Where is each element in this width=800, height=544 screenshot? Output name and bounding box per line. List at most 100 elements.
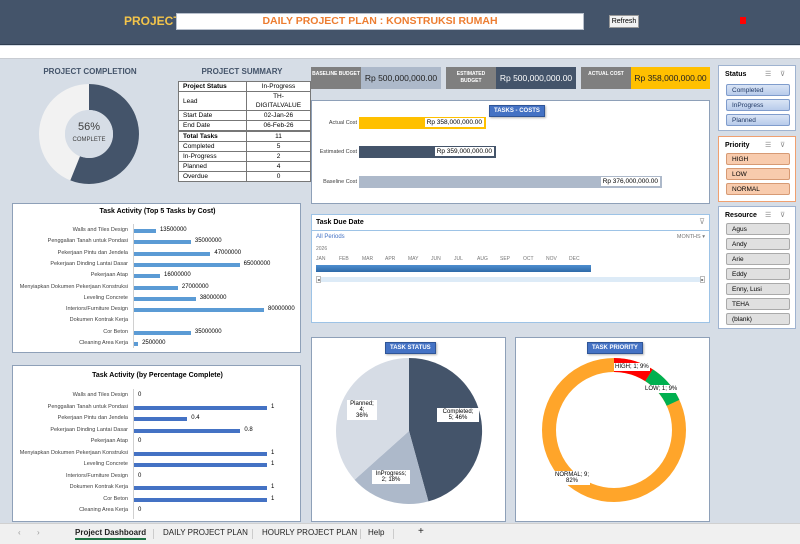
bar-value: 1 [271, 403, 275, 410]
tab-project-dashboard[interactable]: Project Dashboard [75, 528, 147, 540]
clear-filter-icon[interactable]: ⊽ [780, 71, 786, 78]
slicer-item-teha[interactable]: TEHA [726, 298, 790, 310]
tasks-costs-chart: TASKS - COSTS Actual Cost Rp 358,000,000… [311, 100, 710, 204]
scroll-right-button[interactable]: ▸ [700, 276, 705, 283]
slicer-item-arie[interactable]: Arie [726, 253, 790, 265]
slicer-item-andy[interactable]: Andy [726, 238, 790, 250]
month-label[interactable]: DEC [569, 256, 580, 262]
slicer-item-normal[interactable]: NORMAL [726, 183, 790, 195]
category-label: Pekerjaan Pintu dan Jendela [57, 249, 128, 256]
bar [134, 486, 267, 490]
category-label: Cleaning Area Kerja [79, 340, 128, 346]
category-label: Dokumen Kontrak Kerja [69, 317, 128, 324]
bar [134, 229, 156, 233]
completed-label: Completed; 5; 46% [437, 408, 479, 422]
month-label[interactable]: JUL [454, 256, 463, 262]
multi-select-icon[interactable]: ☰ [765, 212, 772, 219]
table-row: Start Date 02-Jan-26 [178, 110, 311, 121]
high-label: HIGH; 1; 9% [614, 363, 650, 371]
resource-slicer-title: Resource [725, 212, 757, 219]
month-label[interactable]: MAR [362, 256, 374, 262]
table-row: Planned 4 [178, 161, 311, 172]
task-count-table: Total Tasks 11 Completed 5 In-Progress 2 Pl… [178, 131, 311, 182]
month-label[interactable]: JUN [431, 256, 441, 262]
timeline-scrollbar[interactable]: ◂ ▸ [316, 276, 705, 283]
month-label[interactable]: NOV [546, 256, 557, 262]
completion-caption: COMPLETE [72, 137, 106, 143]
category-label: Interiors/Furniture Design [65, 306, 128, 313]
low-label: LOW; 1; 9% [644, 385, 679, 393]
table-row: End Date 06-Feb-26 [178, 120, 311, 131]
project-info-table: Project Status In-Progress Lead TH-DIGITAL… [178, 81, 311, 131]
axis-line [133, 389, 134, 519]
category-label: Penggalian Tanah untuk Pondasi [47, 403, 128, 410]
slicer-item-inprogress[interactable]: InProgress [726, 99, 790, 111]
baseline-cost-bar: Rp 376,000,000.00 [359, 176, 662, 188]
task-due-date-timeline: Task Due Date ⊽ All Periods MONTHS ▾ 202… [311, 214, 710, 323]
prev-sheet-button[interactable]: ‹ [18, 528, 21, 537]
month-label[interactable]: SEP [500, 256, 511, 262]
task-percent-chart: Task Activity (by Percentage Complete) W… [12, 365, 301, 522]
timeline-bar[interactable] [316, 265, 591, 272]
slicer-item-high[interactable]: HIGH [726, 153, 790, 165]
task-cost-chart: Task Activity (Top 5 Tasks by Cost) Wall… [12, 203, 301, 353]
task-priority-title: TASK PRIORITY [587, 342, 643, 354]
tab-hourly-project-plan[interactable]: HOURLY PROJECT PLAN [262, 528, 358, 537]
bar [134, 251, 211, 256]
clear-filter-icon[interactable]: ⊽ [780, 142, 786, 149]
completion-donut: 56% COMPLETE [38, 83, 140, 185]
bar-value: 65000000 [243, 260, 271, 267]
estimated-cost-bar: Rp 359,000,000.00 [359, 146, 496, 158]
bar [134, 428, 241, 433]
refresh-button[interactable]: Refresh [609, 15, 639, 28]
tab-daily-project-plan[interactable]: DAILY PROJECT PLAN [163, 528, 248, 537]
table-row: Lead TH-DIGITALVALUE [178, 91, 311, 111]
bar-value: 27000000 [181, 283, 209, 290]
month-label[interactable]: FEB [339, 256, 349, 262]
month-label[interactable]: MAY [408, 256, 419, 262]
estimated-budget-value: Rp 500,000,000.00 [496, 67, 576, 89]
add-sheet-button[interactable]: + [418, 526, 424, 537]
month-label[interactable]: JAN [316, 256, 326, 262]
slicer-item-planned[interactable]: Planned [726, 114, 790, 126]
divider [312, 230, 709, 231]
clear-filter-icon[interactable]: ⊽ [780, 212, 786, 219]
clear-filter-icon[interactable]: ⊽ [699, 217, 705, 226]
slicer-item-low[interactable]: LOW [726, 168, 790, 180]
project-label: PROJECT: [124, 14, 184, 28]
timeline-title: Task Due Date [316, 219, 364, 226]
table-row: Completed 5 [178, 141, 311, 152]
dashboard-header: PROJECT: DAILY PROJECT PLAN : KONSTRUKSI… [0, 0, 800, 45]
table-row: Overdue 0 [178, 171, 311, 182]
slicer-item-blank[interactable]: (blank) [726, 313, 790, 325]
bar [134, 342, 139, 346]
multi-select-icon[interactable]: ☰ [765, 142, 772, 149]
slicer-item-eddy[interactable]: Eddy [726, 268, 790, 280]
scroll-left-button[interactable]: ◂ [316, 276, 321, 283]
multi-select-icon[interactable]: ☰ [765, 71, 772, 78]
month-label[interactable]: APR [385, 256, 396, 262]
divider [393, 529, 394, 539]
time-unit-dropdown[interactable]: MONTHS ▾ [676, 234, 705, 240]
tab-help[interactable]: Help [368, 528, 385, 537]
category-label: Leveling Concrete [83, 461, 128, 467]
bar [134, 497, 267, 502]
bar-value: 1 [271, 484, 275, 490]
month-label[interactable]: AUG [477, 256, 488, 262]
slicer-item-completed[interactable]: Completed [726, 84, 790, 96]
estimated-budget-label: ESTIMATED BUDGET [446, 67, 496, 89]
month-label[interactable]: OCT [523, 256, 534, 262]
axis-line [133, 224, 134, 348]
divider [360, 529, 361, 539]
divider [153, 529, 154, 539]
slicer-item-agus[interactable]: Agus [726, 223, 790, 235]
completion-title: PROJECT COMPLETION [43, 67, 137, 76]
bar [134, 262, 240, 267]
bar [134, 274, 160, 279]
next-sheet-button[interactable]: › [37, 528, 40, 537]
category-label: Menyiapkan Dokumen Pekerjaan Konstruksi [19, 283, 128, 290]
actual-cost-value: Rp 358,000,000.00 [631, 67, 710, 89]
bar [134, 330, 191, 335]
baseline-budget-label: BASELINE BUDGET [311, 67, 361, 89]
slicer-item-enny-lusi[interactable]: Enny, Lusi [726, 283, 790, 295]
